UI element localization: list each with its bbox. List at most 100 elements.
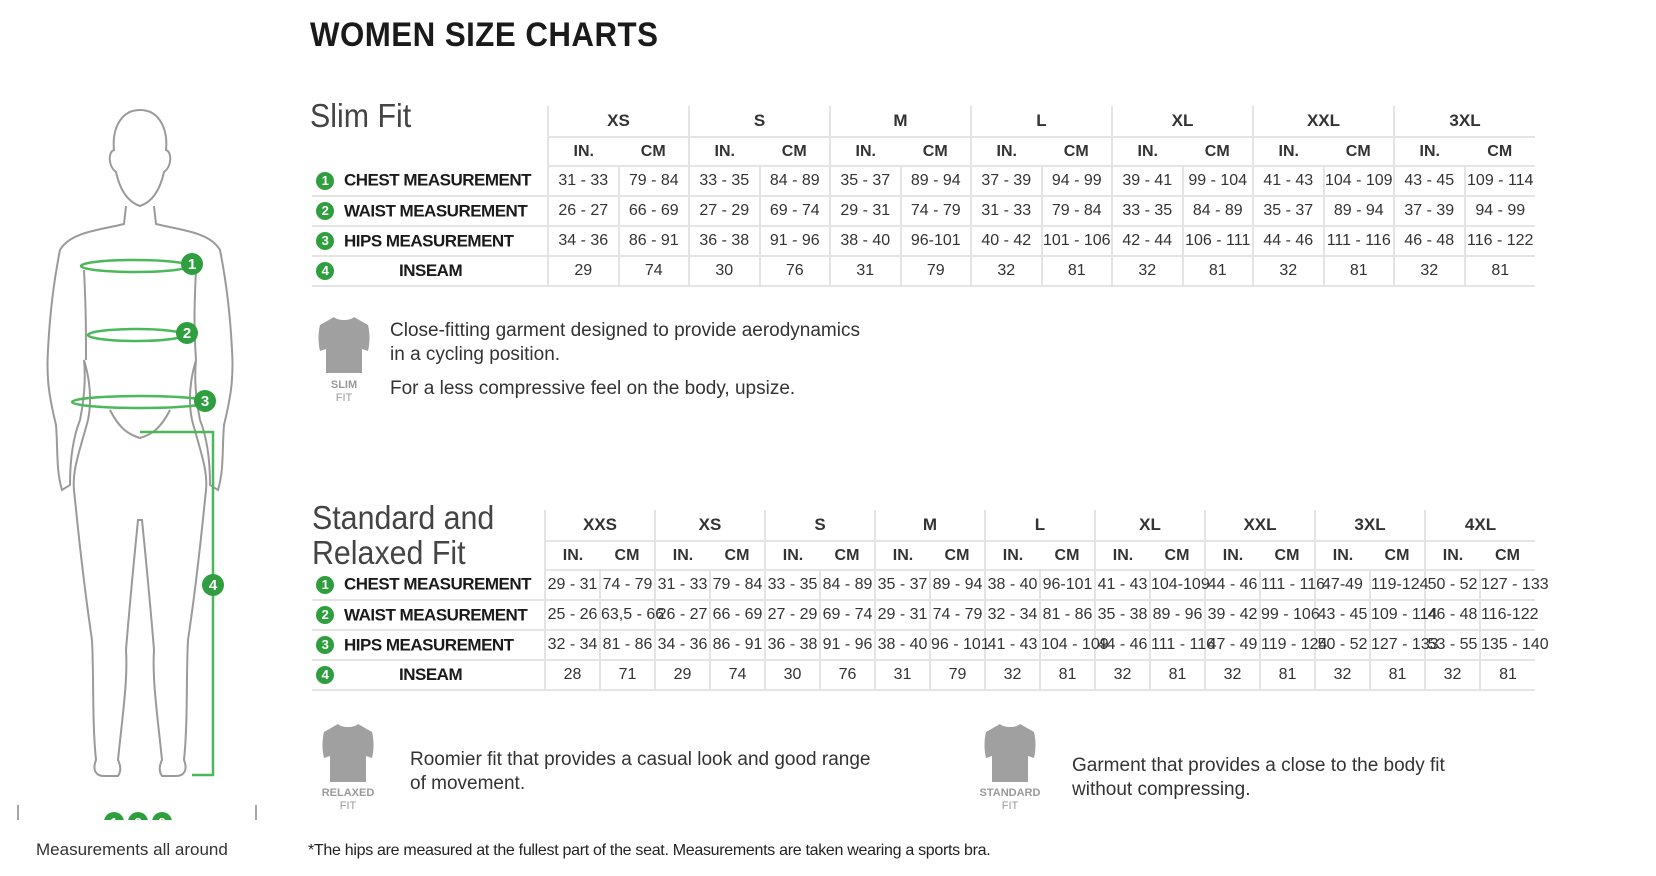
row-label-chest-measurement: 1 CHEST MEASUREMENT (312, 166, 548, 197)
standard-fit-description: Garment that provides a close to the bod… (1072, 755, 1445, 800)
value-cell: 29 - 31 (544, 570, 600, 601)
value-cell: 34 - 36 (547, 226, 619, 257)
value-cell: 79 - 84 (1040, 196, 1112, 227)
unit-in-header: IN. (1111, 137, 1183, 167)
value-cell: 32 (984, 660, 1040, 691)
value-cell: 38 - 40 (874, 630, 930, 661)
size-header-row: XS S M L XL XXL 3XL (312, 106, 1535, 138)
number-3-icon: 3 (316, 232, 334, 251)
value-cell: 41 - 43 (984, 630, 1040, 661)
row-label-text: WAIST MEASUREMENT (344, 201, 528, 221)
value-cell: 81 (1259, 660, 1315, 691)
value-cell: 135 - 140 (1479, 630, 1549, 661)
unit-cm-header: CM (1260, 541, 1315, 571)
unit-in-header: IN. (1094, 541, 1150, 571)
size-header-3xl: 3XL (1314, 510, 1425, 542)
slim-fit-icon-label: SLIM FIT (330, 379, 358, 404)
value-cell: 37 - 39 (970, 166, 1042, 197)
row-label-hips-measurement: 3 HIPS MEASUREMENT (312, 226, 548, 257)
unit-in-header: IN. (984, 541, 1040, 571)
row-label-waist-measurement: 2 WAIST MEASUREMENT (312, 196, 548, 227)
size-header-xs: XS (547, 106, 689, 138)
value-cell: 46 - 48 (1393, 226, 1465, 257)
size-header-xxl: XXL (1252, 106, 1394, 138)
value-cell: 29 (654, 660, 710, 691)
value-cell: 76 (819, 660, 875, 691)
value-cell: 109 - 114 (1369, 600, 1437, 631)
marker-2-icon (176, 322, 198, 344)
value-cell: 31 (874, 660, 930, 691)
value-cell: 42 - 44 (1111, 226, 1183, 257)
unit-in-header: IN. (764, 541, 820, 571)
value-cell: 74 (709, 660, 765, 691)
row-label-text: CHEST MEASUREMENT (344, 170, 532, 190)
unit-cm-header: CM (1041, 137, 1112, 167)
size-header-4xl: 4XL (1424, 510, 1535, 542)
page-title: WOMEN SIZE CHARTS (310, 16, 659, 54)
number-4-icon: 4 (316, 666, 334, 685)
size-header-m: M (829, 106, 971, 138)
body-measurement-figure: 1 2 3 4 1 2 3 (17, 108, 257, 820)
value-cell: 35 - 37 (829, 166, 901, 197)
size-header-l: L (970, 106, 1112, 138)
unit-cm-header: CM (1480, 541, 1535, 571)
value-cell: 38 - 40 (829, 226, 901, 257)
value-cell: 26 - 27 (654, 600, 710, 631)
row-label-inseam: 4 INSEAM (312, 660, 545, 691)
value-cell: 33 - 35 (688, 166, 760, 197)
standard-fit-table: XXS XS S M L XL XXL 3XL 4XL IN. CM IN. CM IN. CM IN. CM I… (312, 510, 1549, 691)
value-cell: 91 - 96 (758, 226, 830, 257)
value-cell: 26 - 27 (547, 196, 619, 227)
value-cell: 89 - 94 (899, 166, 971, 197)
marker-4-icon (202, 574, 224, 596)
value-cell: 106 - 111 (1181, 226, 1253, 257)
relaxed-fit-description: Roomier fit that provides a casual look … (410, 749, 871, 794)
unit-cm-header: CM (600, 541, 655, 571)
size-header-m: M (874, 510, 985, 542)
marker-1-icon (181, 253, 203, 275)
standard-fit-title: Standard and Relaxed Fit (312, 499, 495, 571)
value-cell: 35 - 37 (874, 570, 930, 601)
marker-3-label: 3 (201, 393, 209, 410)
unit-cm-header: CM (759, 137, 830, 167)
marker-3-icon (194, 390, 216, 412)
size-header-s: S (764, 510, 875, 542)
number-2-icon: 2 (316, 202, 334, 221)
table-row: 1 CHEST MEASUREMENT 29 - 31 74 - 79 31 - 33 7… (312, 570, 1549, 601)
unit-cm-header: CM (1182, 137, 1253, 167)
value-cell: 25 - 26 (544, 600, 600, 631)
value-cell: 32 - 34 (984, 600, 1040, 631)
unit-cm-header: CM (900, 137, 971, 167)
value-cell: 46 - 48 (1424, 600, 1480, 631)
value-cell: 50 - 52 (1424, 570, 1480, 601)
inseam-measurement-line (140, 430, 215, 777)
value-cell: 32 (1094, 660, 1150, 691)
value-cell: 104 - 109 (1322, 166, 1394, 197)
value-cell: 44 - 46 (1094, 630, 1150, 661)
row-label-text: INSEAM (399, 261, 463, 281)
unit-in-header: IN. (688, 137, 760, 167)
slim-desc-line-1: Close-fitting garment designed to provid… (390, 320, 860, 341)
value-cell: 109 - 114 (1463, 166, 1535, 197)
value-cell: 35 - 38 (1094, 600, 1150, 631)
value-cell: 81 (1322, 256, 1394, 287)
value-cell: 81 (1040, 256, 1112, 287)
value-cell: 91 - 96 (819, 630, 875, 661)
value-cell: 32 (1393, 256, 1465, 287)
marker-4-label: 4 (209, 577, 218, 594)
slim-fit-description: Close-fitting garment designed to provid… (390, 319, 860, 401)
unit-cm-header: CM (618, 137, 689, 167)
row-label-text: HIPS MEASUREMENT (344, 231, 514, 251)
row-label-chest-measurement: 1 CHEST MEASUREMENT (312, 570, 545, 601)
head-outline (108, 108, 172, 208)
unit-in-header: IN. (1204, 541, 1260, 571)
number-2-icon: 2 (316, 606, 334, 625)
bottom-marker-3-icon (152, 812, 172, 820)
value-cell: 31 - 33 (970, 196, 1042, 227)
value-cell: 79 - 84 (617, 166, 689, 197)
unit-in-header: IN. (544, 541, 600, 571)
value-cell: 66 - 69 (617, 196, 689, 227)
value-cell: 96-101 (1039, 570, 1095, 601)
value-cell: 79 (899, 256, 971, 287)
table-row: 2 WAIST MEASUREMENT 26 - 27 66 - 69 27 - 29 6… (312, 196, 1535, 227)
